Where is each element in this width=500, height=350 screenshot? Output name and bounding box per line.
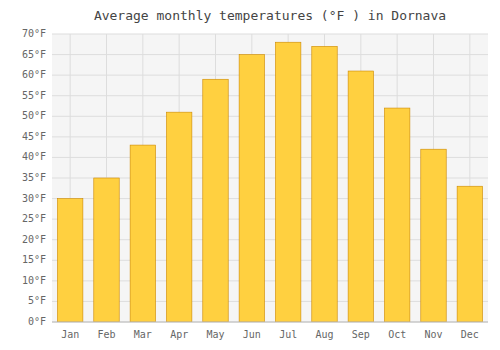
x-tick-label: Aug [315,329,333,340]
x-tick-label: Mar [134,329,152,340]
y-tick-label: 10°F [22,275,46,286]
y-tick-label: 60°F [22,69,46,80]
y-tick-label: 45°F [22,131,46,142]
y-grid-line [52,34,488,35]
bars [57,42,482,322]
y-tick-label: 40°F [22,151,46,162]
x-tick-labels: Jan Feb Mar Apr May Jun Jul Aug Sep Oct Nov Dec [61,329,479,340]
y-tick-label: 5°F [28,295,46,306]
bar [57,199,82,322]
x-tick-label: Jan [61,329,79,340]
grid [52,34,488,322]
chart-container: 0°F 5°F 10°F 15°F 20°F 25°F 30°F 35°F 40°F 45°F 50… [0,0,500,350]
y-tick-label: 65°F [22,49,46,60]
bar [239,55,264,322]
y-tick-label: 25°F [22,213,46,224]
y-tick-label: 20°F [22,234,46,245]
bar [421,149,446,322]
bar [203,79,228,322]
plot-background [52,34,488,322]
y-grid-line [52,322,488,323]
x-tick-label: Jun [243,329,261,340]
x-tick-label: Feb [97,329,115,340]
y-tick-labels: 0°F 5°F 10°F 15°F 20°F 25°F 30°F 35°F 40°F 45°F 50… [22,28,46,327]
title: Average monthly temperatures (°F ) in Do… [94,8,446,23]
y-tick-label: 70°F [22,28,46,39]
bar [457,186,482,322]
x-tick-label: Oct [388,329,406,340]
y-tick-label: 55°F [22,90,46,101]
bar [384,108,409,322]
bar [166,112,191,322]
y-grid-line [52,116,488,117]
y-tick-label: 15°F [22,254,46,265]
y-grid-line [52,95,488,96]
bar [312,46,337,322]
y-tick-label: 30°F [22,193,46,204]
x-tick-label: May [206,329,224,340]
x-axis-line [52,322,488,323]
y-grid-line [52,54,488,55]
chart-svg: 0°F 5°F 10°F 15°F 20°F 25°F 30°F 35°F 40°F 45°F 50… [0,0,500,350]
x-tick-label: Jul [279,329,297,340]
x-tick-label: Dec [461,329,479,340]
bar [275,42,300,322]
bar [348,71,373,322]
y-tick-label: 50°F [22,110,46,121]
x-tick-label: Sep [352,329,370,340]
y-grid-line [52,75,488,76]
y-grid-line [52,136,488,137]
bar [94,178,119,322]
bar [130,145,155,322]
y-tick-label: 0°F [28,316,46,327]
x-tick-label: Apr [170,329,188,340]
y-tick-label: 35°F [22,172,46,183]
x-tick-label: Nov [424,329,442,340]
